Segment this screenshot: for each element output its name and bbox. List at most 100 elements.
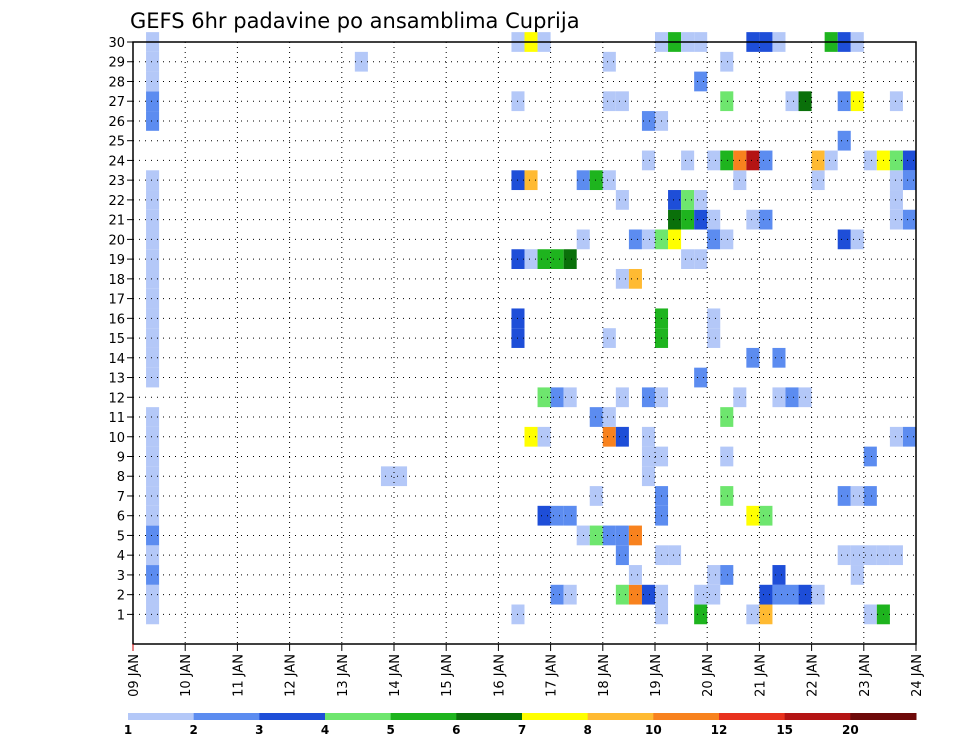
y-tick-label: 21 bbox=[108, 214, 125, 229]
heatmap-cell bbox=[563, 505, 577, 526]
heatmap-cell bbox=[746, 347, 760, 368]
legend-label: 1 bbox=[124, 723, 132, 737]
heatmap-cell bbox=[615, 584, 629, 605]
y-tick-label: 26 bbox=[108, 115, 125, 130]
x-tick-label: 20 JAN bbox=[701, 654, 716, 697]
heatmap-cell bbox=[628, 565, 642, 585]
x-tick-label: 19 JAN bbox=[649, 654, 664, 697]
legend-swatch bbox=[128, 713, 195, 720]
legend-swatch bbox=[719, 713, 786, 720]
heatmap-cell bbox=[889, 91, 903, 112]
x-tick-label: 13 JAN bbox=[336, 654, 351, 697]
heatmap-cell bbox=[641, 150, 655, 171]
heatmap-cell bbox=[694, 584, 708, 605]
heatmap-cell bbox=[720, 486, 734, 506]
legend-label: 8 bbox=[583, 723, 591, 737]
y-tick-label: 3 bbox=[117, 569, 125, 584]
legend-label: 10 bbox=[645, 723, 662, 737]
y-tick-label: 12 bbox=[108, 391, 125, 406]
heatmap-cell bbox=[146, 328, 160, 348]
x-axis-ticks: 09 JAN 10 JAN 11 JAN 12 JAN 13 JAN 14 JAN 15 J… bbox=[127, 644, 925, 697]
heatmap-cell bbox=[720, 91, 734, 112]
heatmap-cell bbox=[146, 91, 160, 112]
heatmap-cell bbox=[668, 209, 682, 230]
x-tick-label: 11 JAN bbox=[231, 654, 246, 697]
heatmap-cell bbox=[824, 150, 838, 171]
legend-label: 7 bbox=[518, 723, 526, 737]
heatmap-cell bbox=[602, 525, 616, 546]
heatmap-cell bbox=[707, 328, 721, 348]
heatmap-cell bbox=[772, 584, 786, 605]
legend-swatch bbox=[456, 713, 523, 720]
heatmap-cell bbox=[707, 150, 721, 171]
heatmap-cell bbox=[146, 229, 160, 250]
heatmap-cell bbox=[720, 565, 734, 585]
heatmap-cell bbox=[537, 505, 551, 526]
heatmap-cell bbox=[146, 111, 160, 131]
heatmap-cell bbox=[707, 584, 721, 605]
legend-swatch bbox=[522, 713, 589, 720]
y-tick-label: 30 bbox=[108, 36, 125, 51]
heatmap-cell bbox=[889, 170, 903, 191]
heatmap-cell bbox=[759, 150, 773, 171]
y-tick-label: 16 bbox=[108, 312, 125, 327]
heatmap-cell bbox=[615, 190, 629, 210]
heatmap-cell bbox=[772, 347, 786, 368]
heatmap-cell bbox=[146, 584, 160, 605]
heatmap-cell bbox=[889, 209, 903, 230]
y-tick-label: 24 bbox=[108, 154, 125, 169]
heatmap-cell bbox=[707, 565, 721, 585]
heatmap-cell bbox=[681, 209, 695, 230]
heatmap-cell bbox=[889, 545, 903, 566]
legend-swatch bbox=[325, 713, 392, 720]
heatmap-cell bbox=[811, 584, 825, 605]
heatmap-cell bbox=[641, 229, 655, 250]
heatmap-cell bbox=[589, 407, 603, 427]
heatmap-cell bbox=[615, 545, 629, 566]
heatmap-cell bbox=[615, 387, 629, 408]
y-tick-label: 10 bbox=[108, 431, 125, 446]
y-axis-ticks: 1234567891011121314151617181920212223242… bbox=[108, 36, 133, 623]
heatmap-cell bbox=[146, 407, 160, 427]
x-tick-label: 12 JAN bbox=[284, 654, 299, 697]
heatmap-cell bbox=[602, 91, 616, 112]
heatmap-cell bbox=[811, 170, 825, 191]
heatmap-cell bbox=[746, 150, 760, 171]
heatmap-cell bbox=[146, 288, 160, 309]
heatmap-cell bbox=[681, 190, 695, 210]
heatmap-cell bbox=[641, 426, 655, 447]
y-tick-label: 17 bbox=[108, 293, 125, 308]
heatmap-cell bbox=[550, 584, 564, 605]
heatmap-cell bbox=[394, 466, 408, 487]
legend-label: 2 bbox=[189, 723, 197, 737]
y-tick-label: 23 bbox=[108, 174, 125, 189]
heatmap-cell bbox=[524, 249, 538, 269]
heatmap-cell bbox=[146, 565, 160, 585]
heatmap-cell bbox=[589, 486, 603, 506]
heatmap-cell bbox=[707, 229, 721, 250]
y-tick-label: 4 bbox=[117, 549, 125, 564]
heatmap-cell bbox=[615, 268, 629, 289]
heatmap-cell bbox=[694, 209, 708, 230]
heatmap-cell bbox=[146, 426, 160, 447]
heatmap-cell bbox=[785, 584, 799, 605]
y-tick-label: 11 bbox=[108, 411, 125, 426]
heatmap-cell bbox=[772, 565, 786, 585]
heatmap-cell bbox=[681, 249, 695, 269]
heatmap-cell bbox=[759, 209, 773, 230]
heatmap-cell bbox=[641, 584, 655, 605]
heatmap-cell bbox=[837, 545, 851, 566]
legend-label: 20 bbox=[842, 723, 859, 737]
heatmap-cell bbox=[850, 91, 864, 112]
heatmap-cell bbox=[615, 525, 629, 546]
heatmap-cell bbox=[889, 150, 903, 171]
heatmap-cell bbox=[524, 426, 538, 447]
heatmap-cell bbox=[707, 209, 721, 230]
heatmap-cell bbox=[850, 565, 864, 585]
heatmap-cell bbox=[837, 486, 851, 506]
heatmap-cell bbox=[837, 229, 851, 250]
heatmap-cell bbox=[863, 446, 877, 467]
x-tick-label: 22 JAN bbox=[806, 654, 821, 697]
plot-frame bbox=[132, 41, 917, 645]
heatmap-cell bbox=[537, 426, 551, 447]
